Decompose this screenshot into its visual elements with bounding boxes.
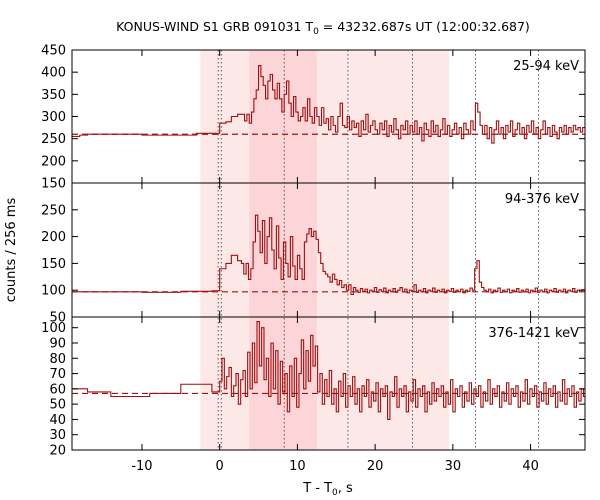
- y-tick-label-0-5: 400: [41, 66, 66, 81]
- y-tick-label-2-7: 90: [49, 336, 66, 351]
- y-tick-label-0-1: 200: [41, 154, 66, 169]
- x-tick-label-0: -10: [131, 459, 152, 474]
- y-tick-label-2-0: 20: [49, 444, 66, 459]
- y-tick-label-2-1: 30: [49, 428, 66, 443]
- energy-band-label-0: 25-94 keV: [513, 59, 579, 74]
- y-tick-label-0-2: 250: [41, 132, 66, 147]
- chart-title: KONUS-WIND S1 GRB 091031 T0 = 43232.687s…: [116, 19, 530, 37]
- y-tick-label-0-6: 450: [41, 44, 66, 59]
- vertical-marker-lines: [217, 50, 539, 450]
- chart-title-suffix: = 43232.687s UT (12:00:32.687): [319, 19, 530, 34]
- y-tick-label-2-2: 40: [49, 413, 66, 428]
- chart-title-subscript: 0: [313, 27, 319, 37]
- y-tick-label-2-8: 100: [41, 321, 66, 336]
- y-tick-label-0-0: 150: [41, 177, 66, 192]
- series-line-2: [72, 321, 585, 420]
- y-tick-label-1-2: 150: [41, 257, 66, 272]
- y-tick-label-1-1: 100: [41, 284, 66, 299]
- y-axis-label: counts / 256 ms: [4, 198, 19, 303]
- x-tick-label-1: 0: [216, 459, 224, 474]
- energy-band-label-1: 94-376 keV: [505, 192, 579, 207]
- x-axis-label-subscript: 0: [332, 488, 338, 498]
- energy-band-label-2: 376-1421 keV: [488, 326, 579, 341]
- panel-frame-2: [71, 316, 586, 451]
- x-axis-label-prefix: T - T: [302, 481, 332, 496]
- x-tick-label-2: 10: [289, 459, 306, 474]
- y-tick-label-1-0: 50: [49, 311, 66, 326]
- y-tick-label-2-3: 50: [49, 398, 66, 413]
- x-axis-label: T - T0, s: [302, 481, 353, 498]
- y-tick-label-2-6: 80: [49, 352, 66, 367]
- x-tick-label-3: 20: [367, 459, 384, 474]
- y-tick-label-1-3: 200: [41, 230, 66, 245]
- series-line-1: [72, 214, 585, 296]
- y-tick-label-1-4: 250: [41, 203, 66, 218]
- x-tick-label-5: 40: [522, 459, 539, 474]
- series-line-0: [72, 64, 585, 144]
- x-axis-label-suffix: , s: [338, 481, 353, 496]
- chart-title-prefix: KONUS-WIND S1 GRB 091031 T: [116, 19, 313, 34]
- y-tick-label-0-3: 300: [41, 110, 66, 125]
- y-tick-label-2-5: 70: [49, 367, 66, 382]
- count-series: [72, 64, 585, 420]
- y-tick-label-2-4: 60: [49, 382, 66, 397]
- y-tick-label-0-4: 350: [41, 88, 66, 103]
- x-tick-label-4: 30: [445, 459, 462, 474]
